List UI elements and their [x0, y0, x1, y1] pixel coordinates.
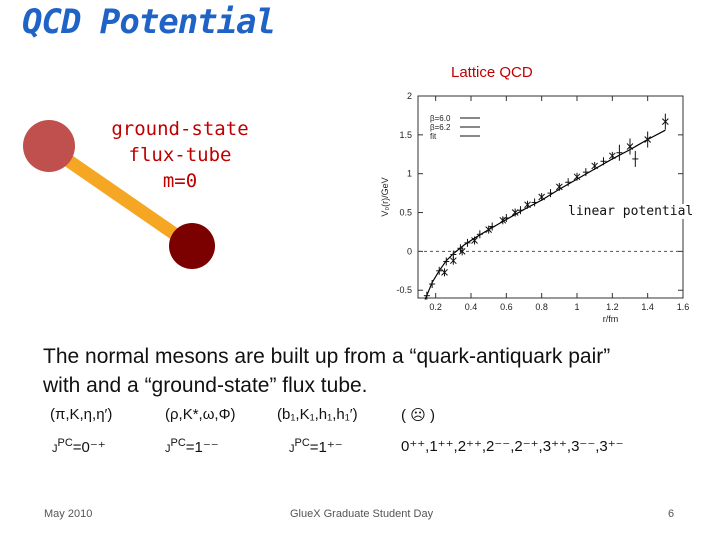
meson-group-1: (π,K,η,η′): [50, 406, 113, 423]
legend-label: β=6.0: [430, 114, 451, 123]
meson-group-2: (ρ,K*,ω,Φ): [165, 406, 236, 423]
description-text: The normal mesons are built up from a “q…: [43, 345, 611, 397]
jpc-group-1: JPC=0⁻⁺: [52, 437, 106, 456]
jpc-group-3: JPC=1⁺⁻: [289, 437, 343, 456]
potential-plot: -0.5 0 0.5 1 1.5 2 0.2 0.4 0.6 0.8 1 1.2 1.4 1.6 r/fm V…: [380, 91, 690, 324]
data-point-1-b: [591, 162, 599, 170]
plot-frame: [417, 95, 684, 299]
data-point-1-b: [485, 226, 493, 233]
x-tick-label: 0.2: [429, 302, 442, 312]
data-point-1-b: [471, 237, 478, 244]
x-tick-label: 0.4: [465, 302, 478, 312]
data-point-1-b: [441, 269, 448, 276]
flux-tube-label: ground-state flux-tube m=0: [95, 116, 265, 194]
data-point-1-b: [661, 118, 669, 125]
data-point-1-b: [449, 257, 457, 265]
x-tick-label: 1.6: [677, 302, 690, 312]
x-tick-label: 1: [574, 302, 579, 312]
footer-event: GlueX Graduate Student Day: [290, 508, 434, 520]
x-tick-label: 0.6: [500, 302, 513, 312]
flux-line-1: ground-state: [111, 118, 249, 140]
y-tick-label: -0.5: [396, 285, 412, 295]
x-tick-label: 1.2: [606, 302, 619, 312]
x-tick-label: 0.8: [535, 302, 548, 312]
data-point-1-b: [511, 209, 519, 216]
data-point-1-b: [458, 248, 466, 255]
data-point-1-b: [573, 173, 581, 181]
x-axis-label: r/fm: [603, 314, 619, 324]
y-tick-label: 0.5: [399, 208, 412, 218]
y-tick-label: 1.5: [399, 130, 412, 140]
y-tick-label: 0: [407, 246, 412, 256]
flux-tube: [43, 141, 199, 253]
data-point-1-b: [524, 201, 531, 209]
meson-group-4: ( ☹ ): [401, 407, 435, 424]
data-point-1-b: [626, 143, 634, 150]
flux-line-3: m=0: [162, 170, 198, 192]
data-point-1-b: [644, 136, 652, 143]
y-tick-label: 1: [407, 169, 412, 179]
data-point-1-b: [608, 152, 616, 160]
meson-group-3: (b₁,K₁,h₁,h₁′): [277, 406, 358, 423]
y-tick-label: 2: [407, 91, 412, 101]
jpc-group-4: 0⁺⁺,1⁺⁺,2⁺⁺,2⁻⁻,2⁻⁺,3⁺⁺,3⁻⁻,3⁺⁻: [401, 438, 624, 455]
slide-title: QCD Potential: [22, 2, 276, 42]
x-tick-label: 1.4: [641, 302, 654, 312]
flux-line-2: flux-tube: [128, 144, 232, 166]
linear-potential-label: linear potential: [567, 204, 695, 219]
data-point-1-b: [538, 193, 546, 201]
footer-date: May 2010: [44, 508, 93, 520]
jpc-group-2: JPC=1⁻⁻: [165, 437, 219, 456]
lattice-qcd-label: Lattice QCD: [451, 64, 533, 81]
data-point-1-b: [555, 183, 563, 191]
y-axis-label: V₀(r)/GeV: [380, 177, 390, 216]
quark: [23, 120, 75, 172]
footer-page-number: 6: [668, 508, 675, 520]
legend-label: fit: [430, 132, 437, 141]
antiquark: [169, 223, 215, 269]
legend-label: β=6.2: [430, 123, 451, 132]
